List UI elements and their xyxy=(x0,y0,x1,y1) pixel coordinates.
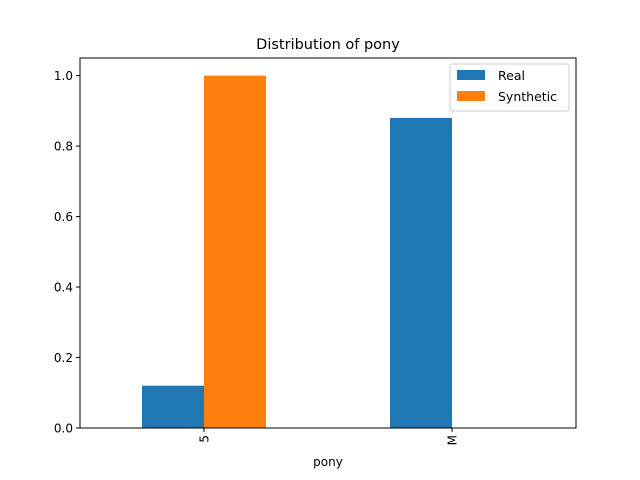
chart-title: Distribution of pony xyxy=(256,37,400,53)
legend: Real Synthetic xyxy=(449,63,570,112)
x-tick-label: 5 xyxy=(198,435,212,443)
x-axis-label: pony xyxy=(313,455,343,469)
y-axis-ticks: 0.0 0.2 0.4 0.6 0.8 1.0 xyxy=(54,69,80,436)
y-tick-label: 0.2 xyxy=(54,351,73,365)
legend-swatch-synthetic xyxy=(457,91,485,101)
y-tick-label: 0.0 xyxy=(54,422,73,436)
bars-group xyxy=(142,75,452,429)
y-tick-label: 1.0 xyxy=(54,69,73,83)
bar-synthetic-5 xyxy=(204,75,266,428)
bar-real-5 xyxy=(142,385,204,428)
legend-swatch-real xyxy=(457,70,485,80)
y-tick-label: 0.8 xyxy=(54,140,73,154)
legend-label-real: Real xyxy=(498,68,525,83)
bar-real-m xyxy=(390,117,452,429)
y-tick-label: 0.4 xyxy=(54,281,73,295)
legend-label-synthetic: Synthetic xyxy=(498,89,557,104)
x-tick-label: M xyxy=(446,435,460,445)
plot-frame xyxy=(79,57,577,429)
y-tick-label: 0.6 xyxy=(54,210,73,224)
